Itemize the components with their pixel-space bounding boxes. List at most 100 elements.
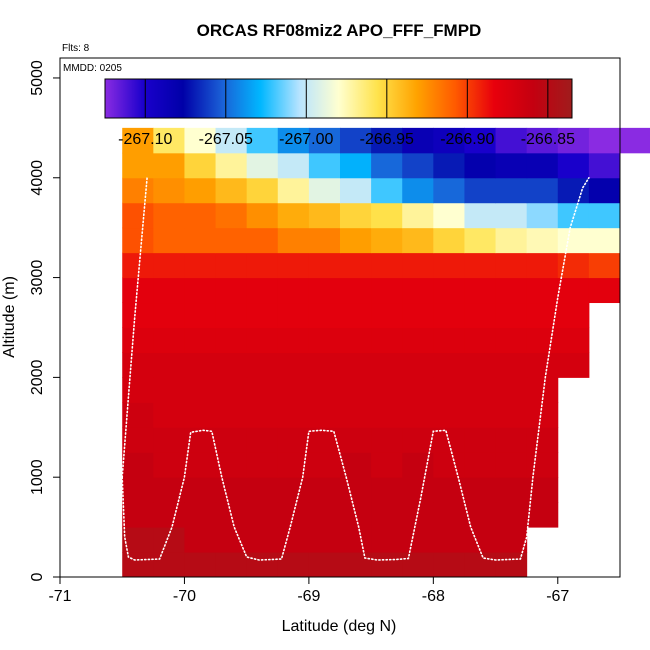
x-tick-label: -71 (48, 588, 71, 605)
heatmap-cell (308, 202, 341, 229)
flight-track (121, 177, 590, 561)
flight-track-line (121, 177, 590, 561)
heatmap-cell (153, 502, 185, 528)
heatmap-cell (277, 527, 310, 553)
heatmap-cell (215, 527, 248, 553)
y-tick-label: 5000 (29, 60, 46, 96)
heatmap-cell (153, 527, 185, 553)
flight-track-climb-line (121, 177, 148, 478)
heatmap-cell (184, 502, 217, 528)
heatmap-cell (402, 352, 434, 378)
heatmap-cell (557, 302, 590, 328)
heatmap-cell (246, 127, 279, 154)
heatmap-cell (215, 477, 248, 503)
heatmap-cell (340, 202, 372, 229)
heatmap-cell (215, 377, 248, 403)
heatmap-cell (153, 552, 185, 578)
heatmap-cell (184, 177, 217, 204)
heatmap-cell (122, 527, 154, 553)
heatmap-cell (215, 202, 248, 229)
x-axis-label: Latitude (deg N) (282, 618, 397, 635)
heatmap-cell (371, 352, 403, 378)
heatmap-cell (371, 127, 403, 154)
heatmap-cell (246, 352, 279, 378)
heatmap-cell (246, 302, 279, 328)
heatmap-cell (526, 227, 559, 254)
heatmap-cell (464, 252, 497, 279)
heatmap-cell (526, 352, 559, 378)
heatmap-cell (402, 227, 434, 254)
heatmap-cell (308, 327, 341, 353)
heatmap-cell (371, 427, 403, 453)
x-tick-label: -67 (546, 588, 569, 605)
heatmap-cell (433, 352, 465, 378)
heatmap-cell (464, 377, 497, 403)
heatmap-cell (308, 277, 341, 304)
heatmap-cell (215, 427, 248, 453)
heatmap-cell (464, 552, 497, 578)
heatmap-cell (402, 127, 434, 154)
heatmap-cell (277, 277, 310, 304)
heatmap-cell (215, 452, 248, 478)
y-tick-label: 2000 (29, 359, 46, 395)
heatmap-cell (371, 552, 403, 578)
x-tick-label: -68 (422, 588, 445, 605)
heatmap-cell (495, 252, 528, 279)
heatmap-cell (588, 127, 621, 154)
heatmap-cell (153, 352, 185, 378)
heatmap-cell (371, 377, 403, 403)
heatmap-cell (557, 227, 590, 254)
heatmap-cell (308, 552, 341, 578)
heatmap-cell (557, 177, 590, 204)
heatmap-cell (588, 227, 621, 254)
heatmap-cell (184, 327, 217, 353)
heatmap-cell (402, 327, 434, 353)
heatmap-cell (371, 527, 403, 553)
heatmap-cell (526, 127, 559, 154)
colorbar-tick-label: -267.00 (279, 131, 333, 148)
heatmap-cell (215, 177, 248, 204)
heatmap-cell (215, 552, 248, 578)
heatmap-cell (433, 302, 465, 328)
heatmap-cell (122, 452, 154, 478)
heatmap-cell (464, 152, 497, 179)
heatmap-cell (215, 327, 248, 353)
heatmap-cell (277, 127, 310, 154)
heatmap-cell (153, 152, 185, 179)
heatmap-cell (371, 327, 403, 353)
heatmap-cell (184, 527, 217, 553)
y-axis: 0 1000 2000 3000 4000 5000 (29, 60, 60, 581)
heatmap-cell (122, 502, 154, 528)
heatmap-cell (308, 152, 341, 179)
heatmap-cell (277, 352, 310, 378)
heatmap-cell (246, 502, 279, 528)
heatmap-cell (277, 302, 310, 328)
heatmap-cell (526, 177, 559, 204)
heatmap-cell (308, 227, 341, 254)
heatmap-cell (371, 227, 403, 254)
heatmap-cell (495, 552, 528, 578)
heatmap-cell (184, 352, 217, 378)
heatmap-cell (340, 352, 372, 378)
heatmap-cell (246, 202, 279, 229)
heatmap-cell (308, 127, 341, 154)
heatmap-cell (464, 402, 497, 428)
heatmap-cell (588, 252, 621, 279)
heatmap-cell (122, 302, 154, 328)
heatmap-cell (526, 502, 559, 528)
heatmap-cell (495, 427, 528, 453)
heatmap-cell (340, 552, 372, 578)
heatmap-cell (277, 327, 310, 353)
heatmap-cell (308, 477, 341, 503)
heatmap-cell (184, 302, 217, 328)
heatmap-cell (402, 177, 434, 204)
heatmap-cell (495, 377, 528, 403)
heatmap-cell (588, 202, 621, 229)
heatmap-cell (433, 202, 465, 229)
heatmap-cell (153, 377, 185, 403)
heatmap-cell (433, 327, 465, 353)
heatmap-cell (464, 452, 497, 478)
heatmap-cell (433, 452, 465, 478)
heatmap-cell (464, 477, 497, 503)
heatmap-cell (122, 127, 154, 154)
